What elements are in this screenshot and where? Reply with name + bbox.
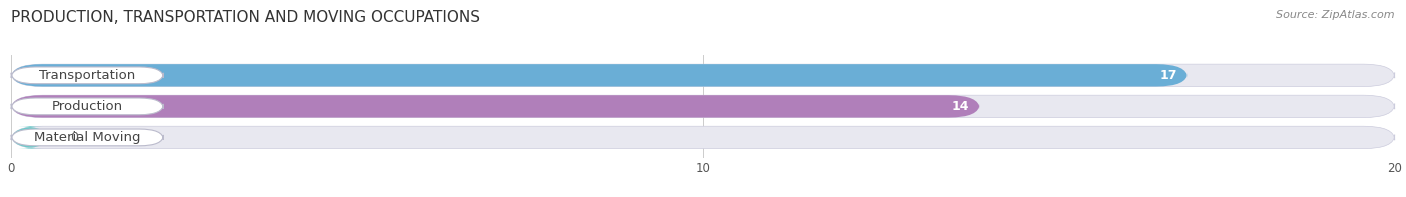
FancyBboxPatch shape: [11, 64, 1187, 86]
FancyBboxPatch shape: [11, 126, 1395, 149]
Text: PRODUCTION, TRANSPORTATION AND MOVING OCCUPATIONS: PRODUCTION, TRANSPORTATION AND MOVING OC…: [11, 10, 481, 25]
Text: Material Moving: Material Moving: [34, 131, 141, 144]
Text: 0: 0: [70, 131, 79, 144]
Text: 17: 17: [1160, 69, 1177, 82]
FancyBboxPatch shape: [11, 67, 163, 84]
FancyBboxPatch shape: [11, 64, 1395, 86]
FancyBboxPatch shape: [11, 98, 163, 115]
FancyBboxPatch shape: [11, 129, 163, 146]
Text: Transportation: Transportation: [39, 69, 135, 82]
Text: 14: 14: [952, 100, 969, 113]
Text: Source: ZipAtlas.com: Source: ZipAtlas.com: [1277, 10, 1395, 20]
FancyBboxPatch shape: [11, 95, 1395, 118]
Text: Production: Production: [52, 100, 122, 113]
FancyBboxPatch shape: [11, 95, 980, 118]
FancyBboxPatch shape: [11, 126, 49, 149]
